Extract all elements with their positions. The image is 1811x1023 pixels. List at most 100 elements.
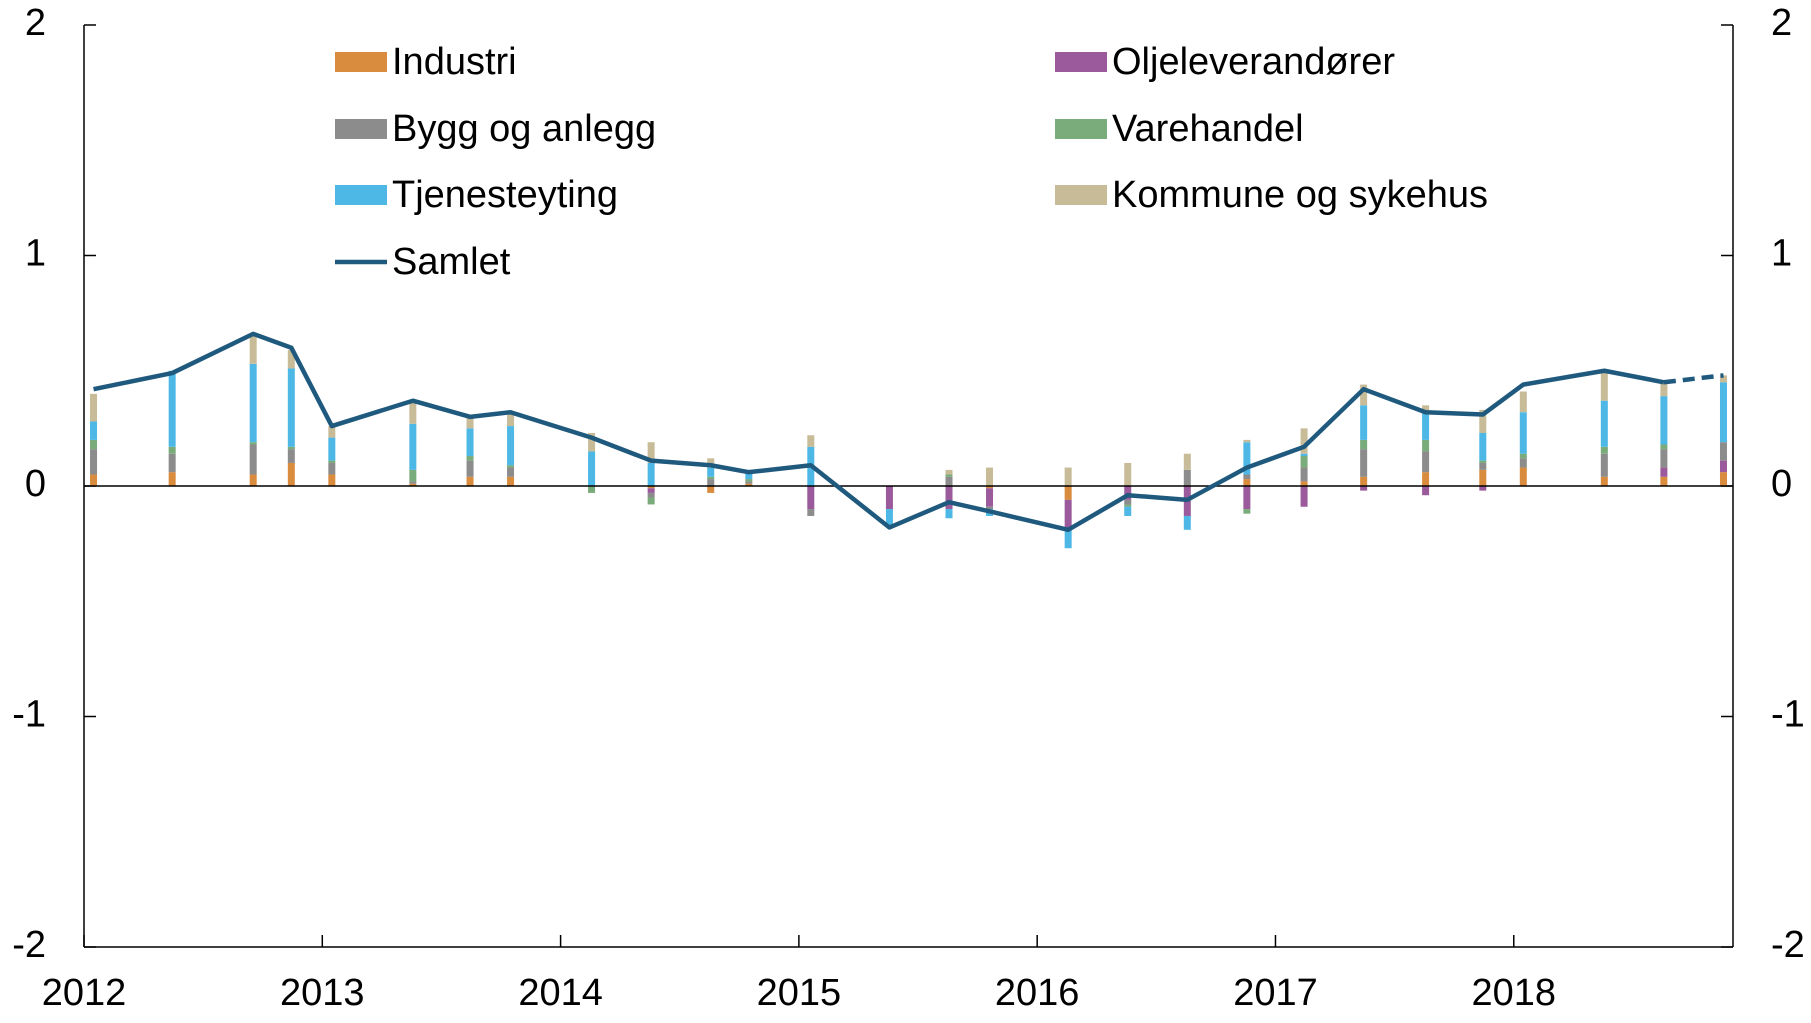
y-tick-label: -1: [12, 694, 46, 736]
bar-segment: [1300, 486, 1308, 507]
y-tick-label: -2: [12, 924, 46, 966]
x-tick-label: 2012: [42, 972, 127, 1014]
bar-segment: [90, 421, 98, 440]
bar-segment: [1719, 442, 1727, 461]
bar-segment: [945, 469, 953, 475]
bar-segment: [249, 336, 257, 364]
x-tick-label: 2015: [757, 972, 842, 1014]
bar-segment: [745, 479, 753, 482]
bar-segment: [1064, 499, 1072, 528]
bar-segment: [647, 462, 655, 486]
bar-segment: [1519, 412, 1527, 454]
bar-segment: [1360, 476, 1368, 486]
bar-segment: [328, 460, 336, 463]
legend-label: Samlet: [392, 241, 511, 283]
bar-segment: [409, 483, 417, 486]
bar-segment: [1519, 453, 1527, 459]
bar-segment: [1719, 375, 1727, 383]
bar-segment: [986, 467, 994, 486]
bar-segment: [1719, 460, 1727, 473]
bar-segment: [1422, 451, 1430, 473]
legend-label: Tjenesteyting: [392, 174, 618, 216]
bar-segment: [328, 426, 336, 438]
bar-segment: [287, 446, 295, 450]
bar-segment: [507, 467, 515, 477]
bar-segment: [168, 446, 176, 454]
bar-segment: [409, 423, 417, 470]
bar-segment: [287, 350, 295, 369]
bar-segment: [807, 486, 815, 510]
bar-segment: [466, 416, 474, 429]
bar-segment: [409, 403, 417, 424]
bar-segment: [1600, 476, 1608, 486]
bar-segment: [1183, 469, 1191, 486]
bar-segment: [1360, 449, 1368, 477]
bar-segment: [1600, 453, 1608, 477]
bar-segment: [168, 370, 176, 447]
bar-segment: [1479, 409, 1487, 433]
bar-segment: [1064, 467, 1072, 486]
bar-segment: [466, 460, 474, 477]
bar-segment: [1124, 462, 1132, 486]
bar-segment: [409, 481, 417, 484]
bar-segment: [1243, 439, 1251, 443]
legend-swatch: [335, 52, 387, 72]
bar-segment: [588, 451, 596, 486]
bar-segment: [1660, 382, 1668, 397]
bar-segment: [466, 476, 474, 486]
bar-segment: [707, 467, 715, 477]
legend-swatch: [335, 119, 387, 139]
bar-segment: [1183, 515, 1191, 530]
bar-segment: [707, 458, 715, 468]
bar-segment: [507, 476, 515, 486]
bar-segment: [1360, 405, 1368, 440]
x-tick-label: 2017: [1233, 972, 1318, 1014]
bar-segment: [249, 444, 257, 475]
bar-segment: [1600, 400, 1608, 447]
bar-segment: [1064, 486, 1072, 500]
bar-segment: [1064, 527, 1072, 549]
bar-segment: [1300, 456, 1308, 468]
bar-segment: [466, 456, 474, 461]
bar-segment: [647, 492, 655, 498]
bar-segment: [986, 506, 994, 510]
y2-tick-label: 1: [1771, 233, 1792, 275]
bar-segment: [249, 442, 257, 445]
bar-segment: [507, 426, 515, 466]
bar-segment: [1300, 453, 1308, 457]
y-tick-label: 2: [25, 2, 46, 44]
bar-segment: [945, 509, 953, 519]
bar-segment: [647, 488, 655, 493]
y2-tick-label: 0: [1771, 463, 1792, 505]
legend-label: Kommune og sykehus: [1112, 174, 1488, 216]
bar-segment: [588, 486, 596, 493]
bar-segment: [90, 474, 98, 486]
x-tick-label: 2016: [995, 972, 1080, 1014]
line: [93, 331, 1665, 533]
bar-segment: [287, 368, 295, 447]
bar-segment: [1479, 469, 1487, 486]
bar-segment: [1422, 472, 1430, 486]
bar-segment: [1719, 382, 1727, 443]
y2-tick-label: -1: [1771, 694, 1805, 736]
bar-segment: [328, 437, 336, 461]
bar-segment: [168, 472, 176, 486]
bar-segment: [1243, 486, 1251, 510]
bar-segment: [409, 469, 417, 482]
bar-segment: [1360, 439, 1368, 450]
legend-swatch: [1055, 119, 1107, 139]
bar-segment: [707, 476, 715, 480]
bar-segment: [1479, 432, 1487, 461]
bar-segment: [1519, 458, 1527, 468]
bar-segment: [807, 509, 815, 516]
bar-segment: [745, 472, 753, 480]
bar-segment: [1660, 444, 1668, 450]
x-tick-label: 2013: [280, 972, 365, 1014]
bar-segment: [986, 488, 994, 507]
bar-segment: [507, 465, 515, 468]
bar-segment: [707, 486, 715, 493]
bar-segment: [1243, 509, 1251, 514]
bar-segment: [1422, 439, 1430, 452]
bar-segment: [1124, 506, 1132, 516]
legend-swatch: [1055, 185, 1107, 205]
